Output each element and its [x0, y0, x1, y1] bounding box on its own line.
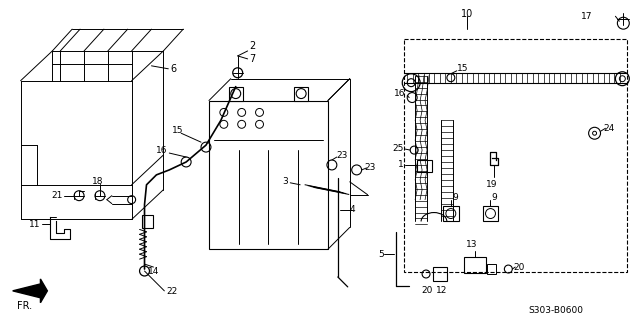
Text: 3: 3	[283, 177, 289, 186]
Text: 19: 19	[486, 180, 497, 189]
Text: S303-B0600: S303-B0600	[528, 306, 583, 315]
Text: 5: 5	[378, 250, 384, 259]
Polygon shape	[13, 279, 47, 303]
Bar	[229, 87, 243, 100]
Text: 1: 1	[397, 160, 403, 170]
Bar	[294, 87, 308, 100]
Text: 11: 11	[29, 220, 40, 229]
Text: 7: 7	[250, 54, 256, 64]
Bar	[433, 267, 447, 281]
Text: 20: 20	[421, 286, 433, 295]
Text: 22: 22	[166, 287, 178, 296]
Text: 24: 24	[603, 124, 615, 133]
Text: 15: 15	[457, 64, 468, 73]
Text: 16: 16	[394, 89, 405, 98]
Text: 9: 9	[452, 193, 457, 202]
Text: FR.: FR.	[17, 301, 32, 311]
Text: 9: 9	[492, 193, 497, 202]
Text: 13: 13	[466, 240, 477, 249]
Text: 2: 2	[250, 41, 256, 51]
Bar	[443, 206, 459, 221]
Bar	[464, 257, 485, 273]
Text: 4: 4	[350, 205, 355, 214]
Bar	[404, 39, 627, 272]
Text: 15: 15	[172, 126, 183, 135]
Text: 17: 17	[581, 12, 592, 21]
Text: 6: 6	[170, 64, 176, 74]
Text: 25: 25	[392, 144, 403, 153]
Text: 20: 20	[513, 263, 525, 272]
Bar	[487, 264, 496, 274]
Text: 14: 14	[148, 267, 159, 276]
Bar	[417, 160, 432, 172]
Text: 12: 12	[436, 286, 448, 295]
Text: 23: 23	[364, 164, 376, 172]
Text: 18: 18	[92, 177, 104, 186]
Text: 21: 21	[51, 191, 62, 200]
Text: 16: 16	[156, 146, 168, 155]
Bar	[141, 214, 154, 228]
Bar	[483, 206, 498, 221]
Text: 23: 23	[337, 150, 348, 160]
Text: 10: 10	[461, 9, 473, 19]
Bar	[209, 100, 328, 249]
